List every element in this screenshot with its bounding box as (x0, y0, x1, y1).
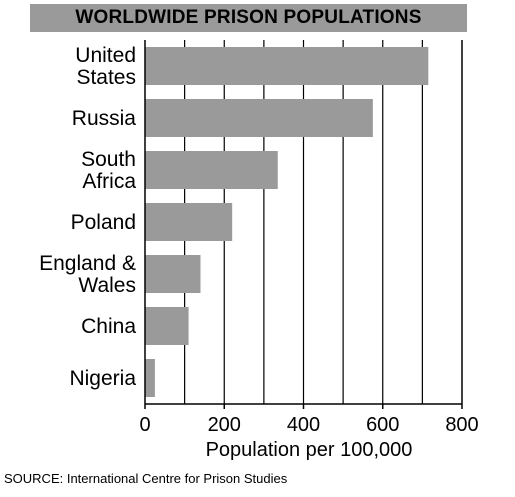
category-label: South (81, 148, 136, 171)
category-label: Poland (71, 211, 136, 234)
bar (145, 255, 201, 293)
x-tick-label: 400 (287, 414, 320, 436)
category-label: Wales (78, 274, 136, 297)
category-label: Nigeria (69, 367, 136, 390)
bar (145, 99, 373, 137)
bar (145, 151, 278, 189)
x-tick-label: 600 (366, 414, 399, 436)
x-axis-title: Population per 100,000 (206, 439, 413, 461)
source-note: SOURCE: International Centre for Prison … (4, 471, 288, 486)
bar (145, 307, 189, 345)
bar (145, 47, 429, 85)
bar (145, 203, 233, 241)
category-label: United (75, 44, 136, 67)
x-tick-label: 0 (139, 414, 150, 436)
chart-title: WORLDWIDE PRISON POPULATIONS (75, 7, 422, 28)
category-label: Russia (72, 107, 137, 130)
bar (145, 359, 155, 397)
x-tick-label: 800 (445, 414, 478, 436)
category-label: China (81, 315, 136, 338)
category-label: England & (39, 252, 136, 275)
x-tick-label: 200 (208, 414, 241, 436)
category-label: States (76, 66, 136, 89)
title-banner: WORLDWIDE PRISON POPULATIONS (30, 4, 467, 32)
category-label: Africa (82, 170, 136, 193)
